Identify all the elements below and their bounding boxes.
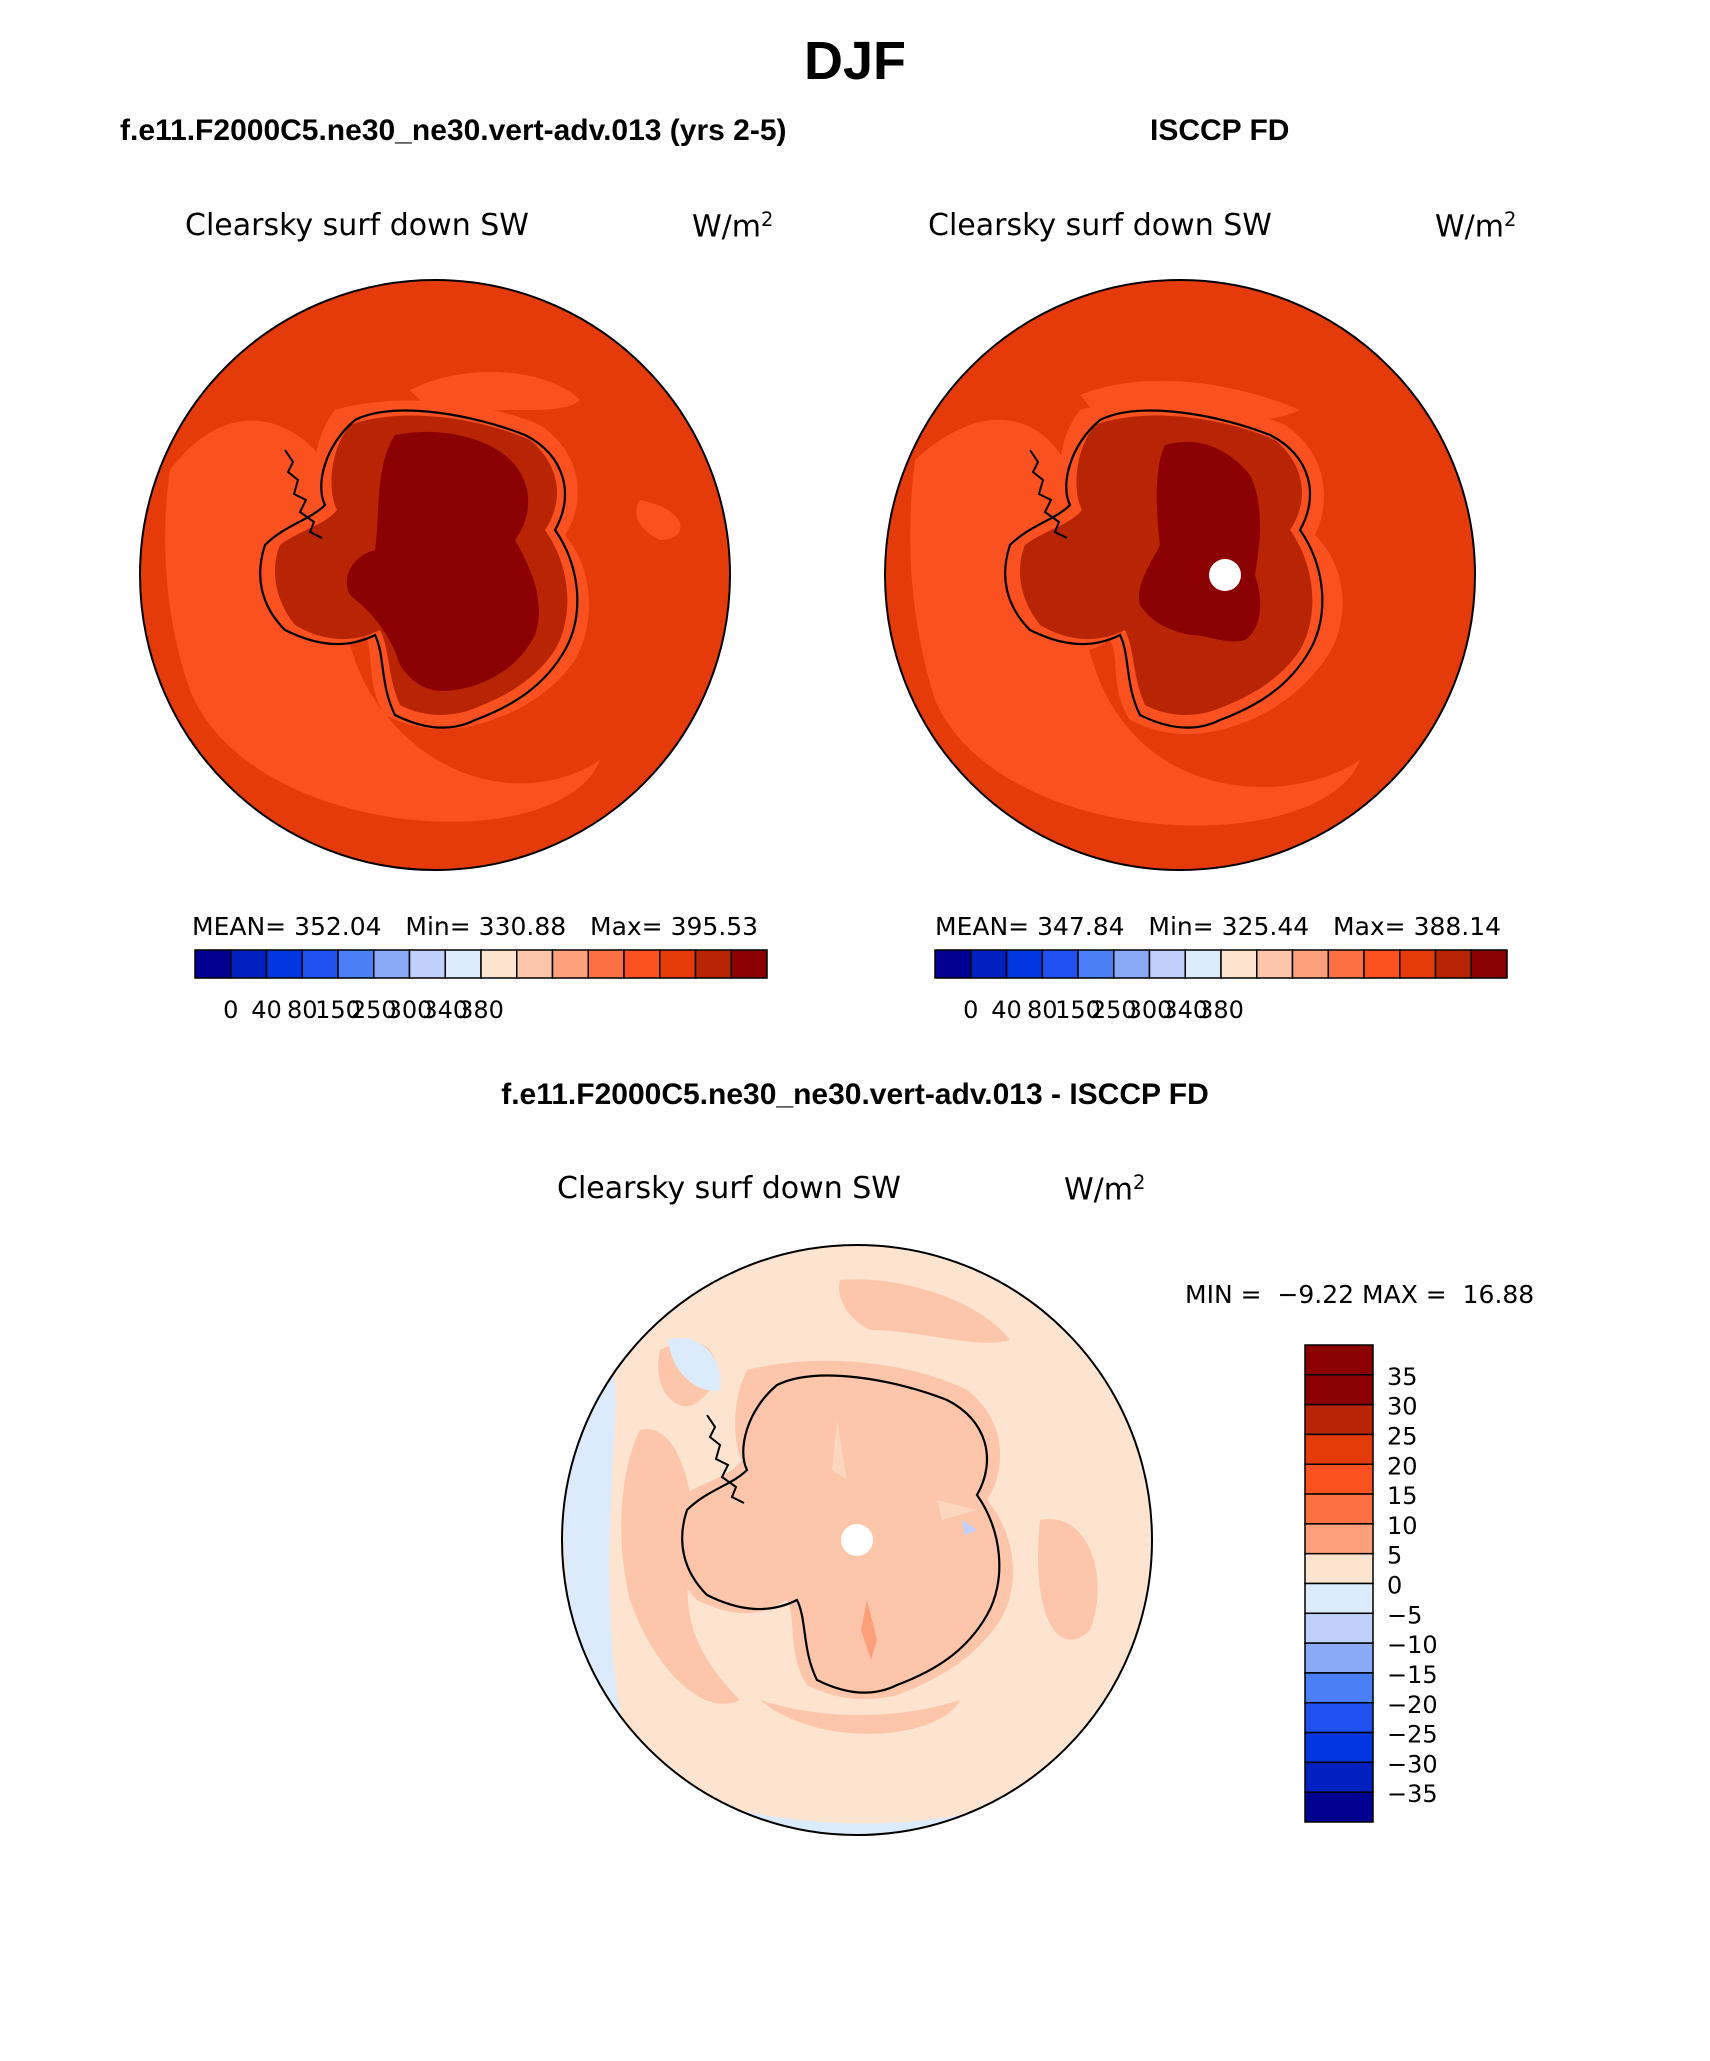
colorbar-swatch <box>1304 1672 1374 1704</box>
model-map <box>139 279 731 871</box>
colorbar-tick-label: 80 <box>287 996 318 1024</box>
colorbar-tick-label: 20 <box>1387 1452 1418 1480</box>
model-units-label: W/m2 <box>692 208 774 245</box>
colorbar-swatch <box>1434 949 1472 979</box>
colorbar-swatch <box>265 949 303 979</box>
model-variable-label: Clearsky surf down SW <box>185 208 529 243</box>
obs-map <box>884 279 1476 871</box>
colorbar-tick-label: 150 <box>1055 996 1101 1024</box>
colorbar-tick-label: 40 <box>251 996 282 1024</box>
colorbar-tick-label: 80 <box>1027 996 1058 1024</box>
diff-minmax: MIN = −9.22 MAX = 16.88 <box>1185 1280 1535 1309</box>
colorbar-swatch <box>587 949 625 979</box>
colorbar-tick-label: 30 <box>1387 1393 1418 1421</box>
colorbar-tick-label: 0 <box>963 996 978 1024</box>
diff-panel-heading: f.e11.F2000C5.ne30_ne30.vert-adv.013 - I… <box>501 1078 1209 1111</box>
colorbar-tick-label: −30 <box>1387 1750 1438 1778</box>
colorbar-tick-label: −10 <box>1387 1631 1438 1659</box>
obs-panel-heading: ISCCP FD <box>1150 114 1290 147</box>
colorbar-tick-label: 250 <box>351 996 397 1024</box>
colorbar-swatch <box>1304 1344 1374 1376</box>
colorbar-swatch <box>1304 1552 1374 1585</box>
colorbar-swatch <box>1304 1493 1374 1525</box>
colorbar-swatch <box>1304 1791 1374 1823</box>
colorbar-swatch <box>730 949 768 979</box>
diff-units-label: W/m2 <box>1064 1171 1146 1208</box>
colorbar-swatch <box>1005 949 1043 979</box>
colorbar-tick-label: 40 <box>991 996 1022 1024</box>
colorbar-swatch <box>1304 1403 1374 1436</box>
diff-map <box>561 1244 1153 1836</box>
colorbar-swatch <box>230 949 268 979</box>
colorbar-tick-label: −15 <box>1387 1661 1438 1689</box>
colorbar-swatch <box>1077 949 1115 979</box>
colorbar-tick-label: 25 <box>1387 1422 1418 1450</box>
colorbar-tick-label: 340 <box>422 996 468 1024</box>
colorbar-tick-label: 0 <box>223 996 238 1024</box>
colorbar-tick-label: 250 <box>1091 996 1137 1024</box>
colorbar-tick-label: 380 <box>458 996 504 1024</box>
colorbar-swatch <box>1304 1761 1374 1793</box>
colorbar-swatch <box>551 949 589 979</box>
obs-variable-label: Clearsky surf down SW <box>928 208 1272 243</box>
colorbar-tick-label: −25 <box>1387 1721 1438 1749</box>
colorbar-swatch <box>1041 949 1079 979</box>
colorbar-swatch <box>408 949 446 979</box>
colorbar-swatch <box>516 949 554 979</box>
obs-units-label: W/m2 <box>1435 208 1517 245</box>
colorbar-swatch <box>1363 949 1401 979</box>
colorbar-swatch <box>1304 1523 1374 1555</box>
colorbar-swatch <box>194 949 232 979</box>
colorbar-tick-label: 300 <box>1127 996 1173 1024</box>
colorbar-tick-label: 300 <box>387 996 433 1024</box>
figure-title: DJF <box>803 31 906 91</box>
colorbar-tick-label: 5 <box>1387 1542 1402 1570</box>
colorbar-swatch <box>301 949 339 979</box>
colorbar-swatch <box>1304 1702 1374 1734</box>
colorbar-swatch <box>1304 1463 1374 1495</box>
obs-stats: MEAN= 347.84 Min= 325.44 Max= 388.14 <box>935 912 1502 941</box>
colorbar-swatch <box>1304 1374 1374 1406</box>
model-panel-heading: f.e11.F2000C5.ne30_ne30.vert-adv.013 (yr… <box>120 114 787 147</box>
colorbar-swatch <box>1291 949 1329 979</box>
colorbar-swatch <box>1327 949 1365 979</box>
colorbar-swatch <box>337 949 375 979</box>
colorbar-swatch <box>970 949 1008 979</box>
colorbar-swatch <box>444 949 482 979</box>
colorbar-swatch <box>1113 949 1151 979</box>
colorbar-swatch <box>623 949 661 979</box>
colorbar-tick-label: 10 <box>1387 1512 1418 1540</box>
colorbar-swatch <box>1304 1731 1374 1764</box>
colorbar-tick-label: −35 <box>1387 1780 1438 1808</box>
colorbar-tick-label: −20 <box>1387 1691 1438 1719</box>
colorbar-tick-label: 340 <box>1162 996 1208 1024</box>
colorbar-tick-label: 35 <box>1387 1363 1418 1391</box>
colorbar-swatch <box>934 949 972 979</box>
model-stats: MEAN= 352.04 Min= 330.88 Max= 395.53 <box>192 912 759 941</box>
colorbar-tick-label: −5 <box>1387 1601 1422 1629</box>
colorbar-tick-label: 380 <box>1198 996 1244 1024</box>
colorbar-swatch <box>694 949 732 979</box>
colorbar-swatch <box>659 949 697 979</box>
colorbar-tick-label: 0 <box>1387 1572 1402 1600</box>
colorbar-tick-label: 150 <box>315 996 361 1024</box>
colorbar-swatch <box>1399 949 1437 979</box>
colorbar-swatch <box>1304 1582 1374 1615</box>
diff-variable-label: Clearsky surf down SW <box>557 1171 901 1206</box>
colorbar-tick-label: 15 <box>1387 1482 1418 1510</box>
colorbar-swatch <box>1304 1642 1374 1674</box>
colorbar-swatch <box>1256 949 1294 979</box>
colorbar-swatch <box>1184 949 1222 979</box>
colorbar-swatch <box>1304 1433 1374 1465</box>
colorbar-swatch <box>1148 949 1186 979</box>
colorbar-swatch <box>1470 949 1508 979</box>
colorbar-swatch <box>1304 1612 1374 1644</box>
colorbar-swatch <box>1220 949 1258 979</box>
colorbar-swatch <box>480 949 518 979</box>
colorbar-swatch <box>373 949 411 979</box>
